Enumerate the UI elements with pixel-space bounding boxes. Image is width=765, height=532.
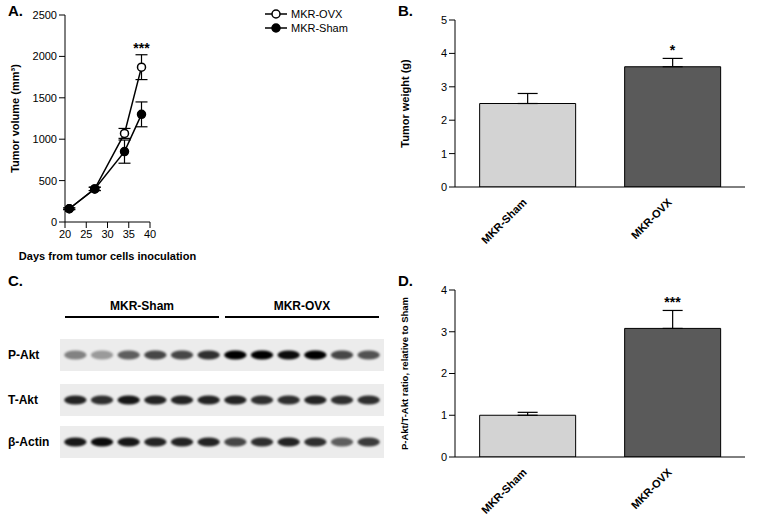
svg-text:2000: 2000 <box>33 50 57 62</box>
svg-text:30: 30 <box>101 228 113 240</box>
svg-text:***: *** <box>664 294 681 310</box>
svg-text:1000: 1000 <box>33 133 57 145</box>
svg-text:MKR-Sham: MKR-Sham <box>110 299 174 313</box>
svg-text:***: *** <box>133 40 150 56</box>
svg-text:20: 20 <box>59 228 71 240</box>
svg-text:25: 25 <box>80 228 92 240</box>
svg-text:P-Akt: P-Akt <box>8 348 39 362</box>
svg-text:0: 0 <box>51 216 57 228</box>
svg-text:5: 5 <box>441 14 447 26</box>
svg-text:Tumor weight (g): Tumor weight (g) <box>399 59 411 148</box>
svg-text:MKR-OVX: MKR-OVX <box>629 195 675 241</box>
svg-text:500: 500 <box>39 175 57 187</box>
svg-text:MKR-OVX: MKR-OVX <box>274 299 331 313</box>
html-text:D.: D. <box>398 272 413 289</box>
svg-text:Days from tumor cells inoculat: Days from tumor cells inoculation <box>19 250 197 262</box>
svg-text:2500: 2500 <box>33 9 57 21</box>
svg-text:T-Akt: T-Akt <box>8 393 38 407</box>
svg-text:0: 0 <box>441 451 447 463</box>
svg-text:MKR-Sham: MKR-Sham <box>479 466 529 516</box>
svg-text:P-Akt/T-Akt ratio, relative to: P-Akt/T-Akt ratio, relative to Sham <box>399 297 410 450</box>
svg-text:3: 3 <box>441 81 447 93</box>
svg-text:4: 4 <box>441 284 447 296</box>
svg-text:40: 40 <box>144 228 156 240</box>
svg-text:0: 0 <box>441 181 447 193</box>
svg-text:1500: 1500 <box>33 92 57 104</box>
svg-text:β-Actin: β-Actin <box>8 435 49 449</box>
svg-text:2: 2 <box>441 367 447 379</box>
svg-text:MKR-OVX: MKR-OVX <box>629 465 675 511</box>
html-text:C.: C. <box>8 272 23 289</box>
svg-text:35: 35 <box>123 228 135 240</box>
svg-text:3: 3 <box>441 326 447 338</box>
svg-text:1: 1 <box>441 148 447 160</box>
svg-text:*: * <box>670 42 676 58</box>
html-text:B.: B. <box>398 2 413 19</box>
svg-text:MKR-Sham: MKR-Sham <box>479 196 529 246</box>
html-text:A.: A. <box>8 2 23 19</box>
html-text:MKR-OVX: MKR-OVX <box>291 8 343 20</box>
html-text:MKR-Sham: MKR-Sham <box>291 22 348 34</box>
svg-text:4: 4 <box>441 47 447 59</box>
svg-text:2: 2 <box>441 114 447 126</box>
svg-text:1: 1 <box>441 409 447 421</box>
svg-text:Tumor volume (mm³): Tumor volume (mm³) <box>9 64 21 173</box>
